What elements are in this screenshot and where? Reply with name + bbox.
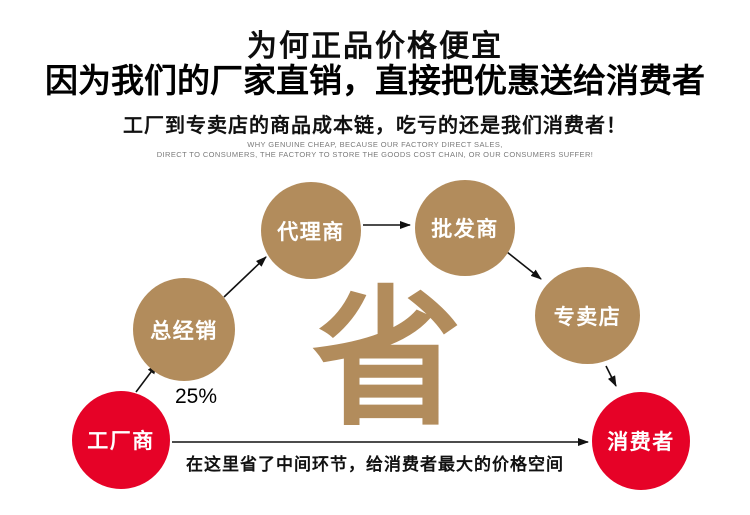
node-wholesaler-label: 批发商 (431, 218, 499, 241)
node-factory-label: 工厂商 (87, 430, 155, 453)
node-consumer: 消费者 (592, 392, 690, 490)
english-tagline-line1: WHY GENUINE CHEAP, BECAUSE OUR FACTORY D… (247, 140, 503, 149)
node-general-distributor: 总经销 (133, 278, 235, 381)
english-tagline-line2: DIRECT TO CONSUMERS, THE FACTORY TO STOR… (156, 150, 594, 159)
save-glyph: 省 (312, 275, 463, 443)
node-exclusive-store-label: 专卖店 (553, 305, 622, 329)
arrow-store-to-consumer (605, 365, 617, 387)
node-agent-label: 代理商 (277, 220, 345, 244)
markup-percent-label: 25% (175, 385, 218, 408)
node-exclusive-store: 专卖店 (535, 267, 640, 364)
node-general-distributor-label: 总经销 (150, 319, 218, 343)
cost-chain-tagline: 工厂到专卖店的商品成本链，吃亏的还是我们消费者！ (123, 115, 627, 137)
arrow-distributor-to-agent (223, 256, 267, 298)
node-factory: 工厂商 (72, 391, 170, 489)
arrow-wholesaler-to-store (506, 251, 542, 280)
node-agent: 代理商 (261, 182, 361, 279)
bottom-caption: 在这里省了中间环节，给消费者最大的价格空间 (186, 455, 564, 474)
poster-title: 为何正品价格便宜 (247, 30, 503, 63)
poster-subtitle: 因为我们的厂家直销，直接把优惠送给消费者 (45, 62, 705, 99)
node-consumer-label: 消费者 (607, 431, 675, 454)
node-wholesaler: 批发商 (415, 180, 515, 276)
